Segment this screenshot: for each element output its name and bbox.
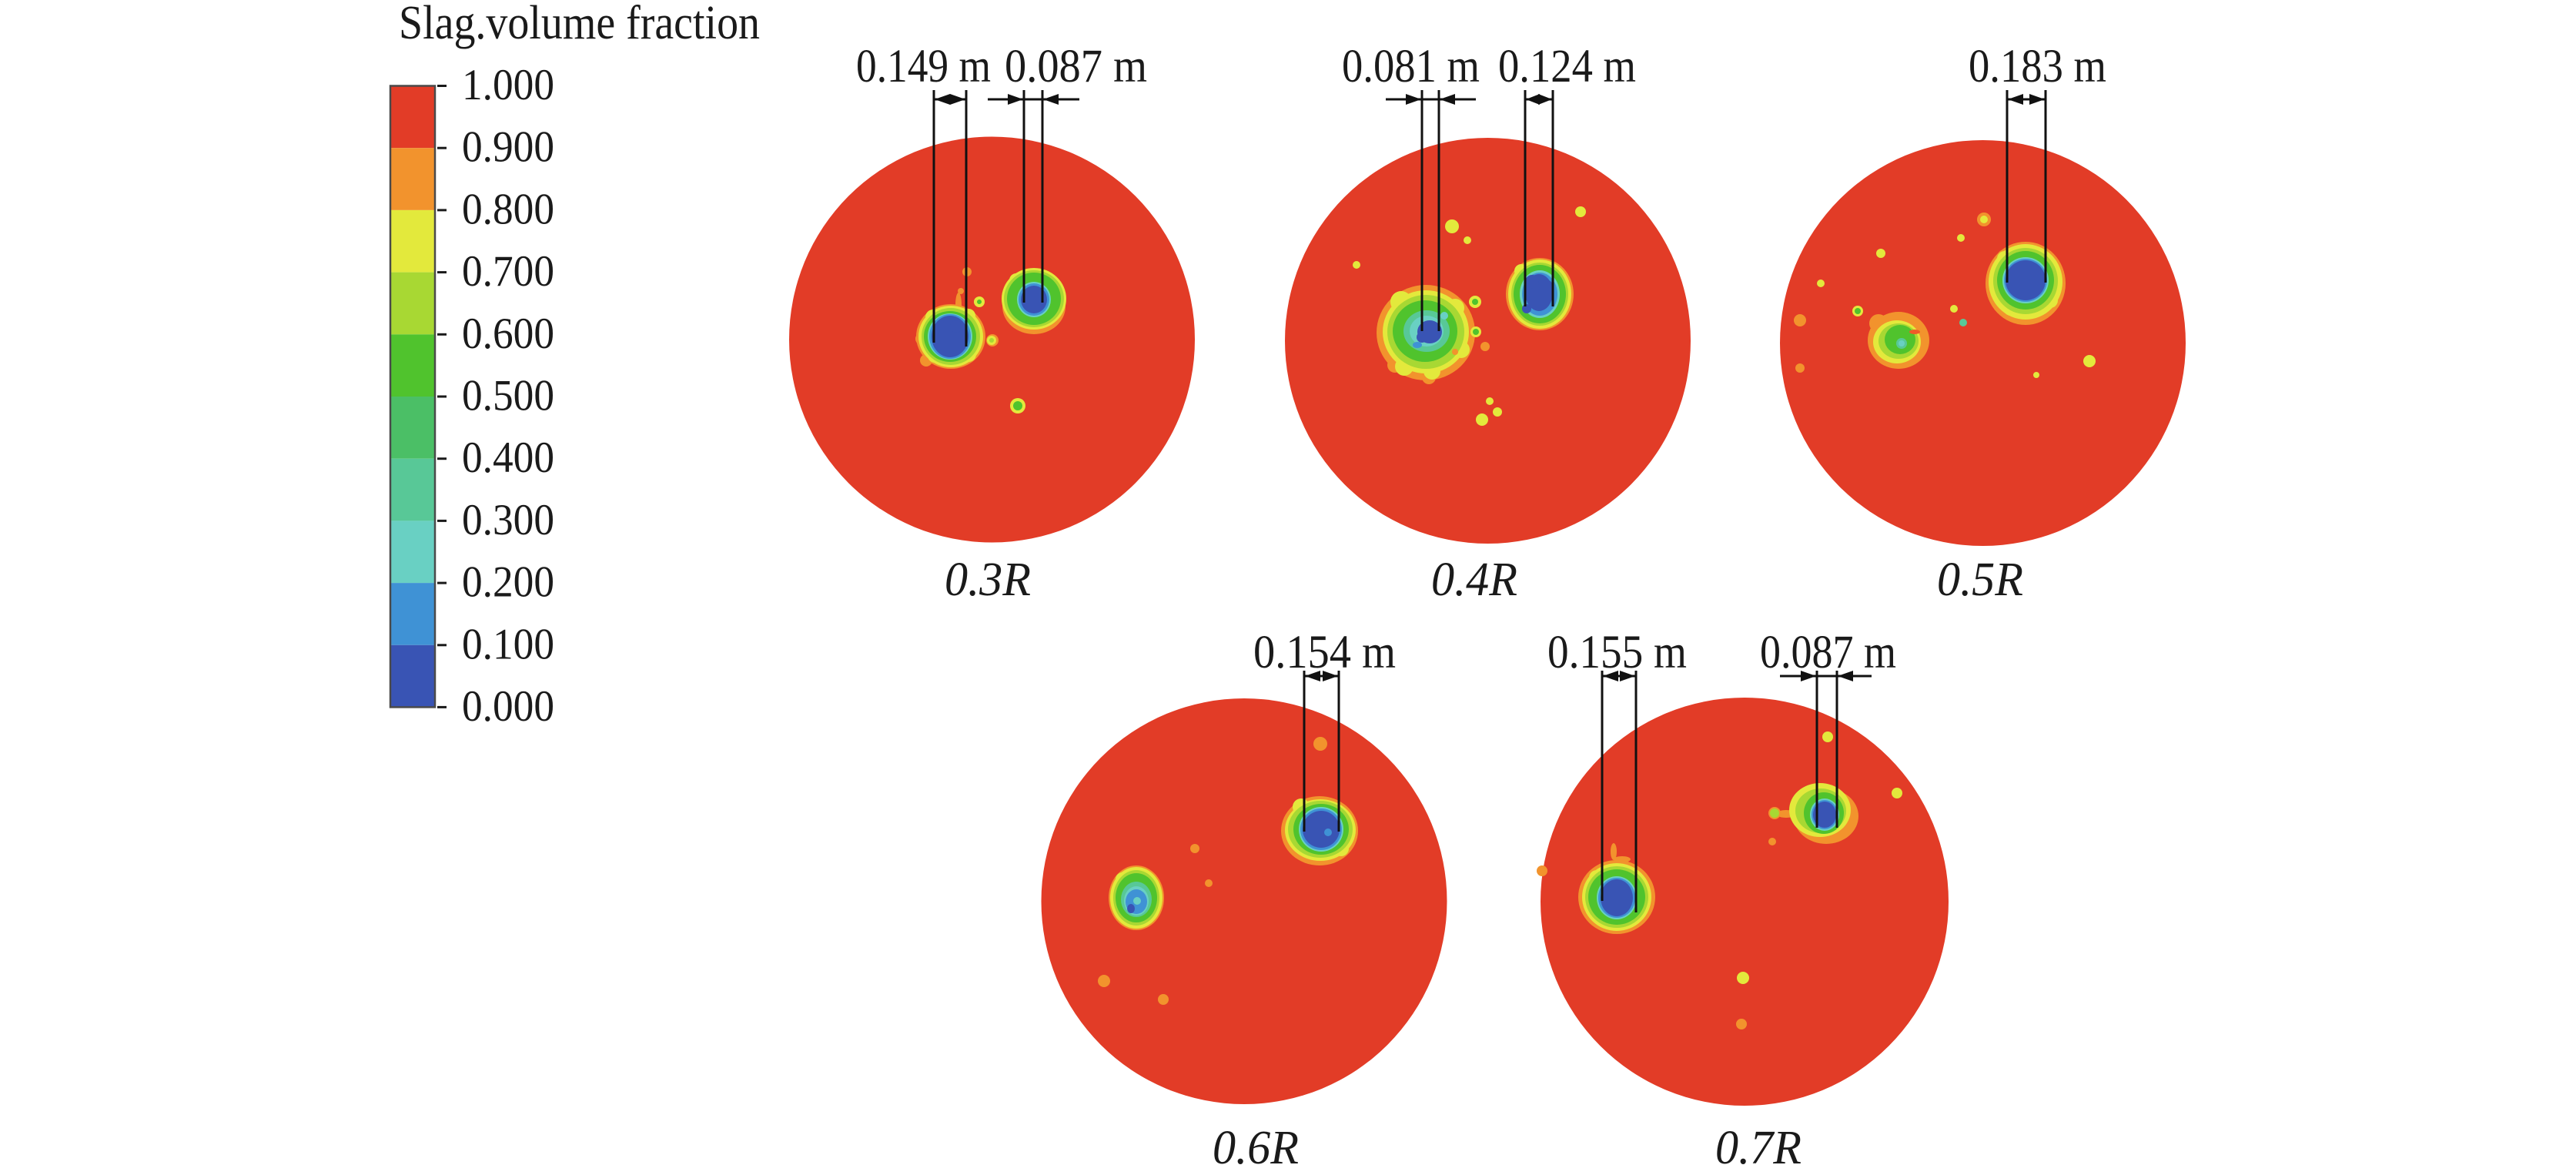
svg-text:0.183 m: 0.183 m: [1969, 41, 2106, 92]
svg-text:1.000: 1.000: [462, 61, 554, 109]
svg-text:0.087 m: 0.087 m: [1760, 627, 1896, 678]
svg-text:0.7R: 0.7R: [1715, 1122, 1802, 1174]
svg-text:0.081 m: 0.081 m: [1342, 41, 1480, 92]
svg-text:0.800: 0.800: [462, 185, 554, 233]
svg-text:0.400: 0.400: [462, 434, 554, 482]
svg-text:0.900: 0.900: [462, 123, 554, 172]
svg-text:0.200: 0.200: [462, 558, 554, 607]
svg-text:0.700: 0.700: [462, 247, 554, 296]
svg-text:0.154 m: 0.154 m: [1253, 627, 1396, 678]
svg-text:0.500: 0.500: [462, 372, 554, 420]
svg-text:0.124 m: 0.124 m: [1498, 41, 1636, 92]
svg-text:0.6R: 0.6R: [1213, 1122, 1299, 1174]
svg-text:0.000: 0.000: [462, 682, 554, 731]
svg-text:0.5R: 0.5R: [1937, 554, 2023, 606]
svg-text:0.100: 0.100: [462, 620, 554, 668]
svg-text:0.3R: 0.3R: [945, 554, 1031, 606]
svg-text:0.155 m: 0.155 m: [1547, 627, 1687, 678]
svg-text:0.4R: 0.4R: [1431, 554, 1517, 606]
svg-text:0.149 m: 0.149 m: [856, 41, 991, 92]
svg-text:0.087 m: 0.087 m: [1005, 41, 1147, 92]
svg-text:0.600: 0.600: [462, 310, 554, 358]
svg-text:Slag.volume fraction: Slag.volume fraction: [399, 0, 760, 49]
svg-text:0.300: 0.300: [462, 496, 554, 544]
